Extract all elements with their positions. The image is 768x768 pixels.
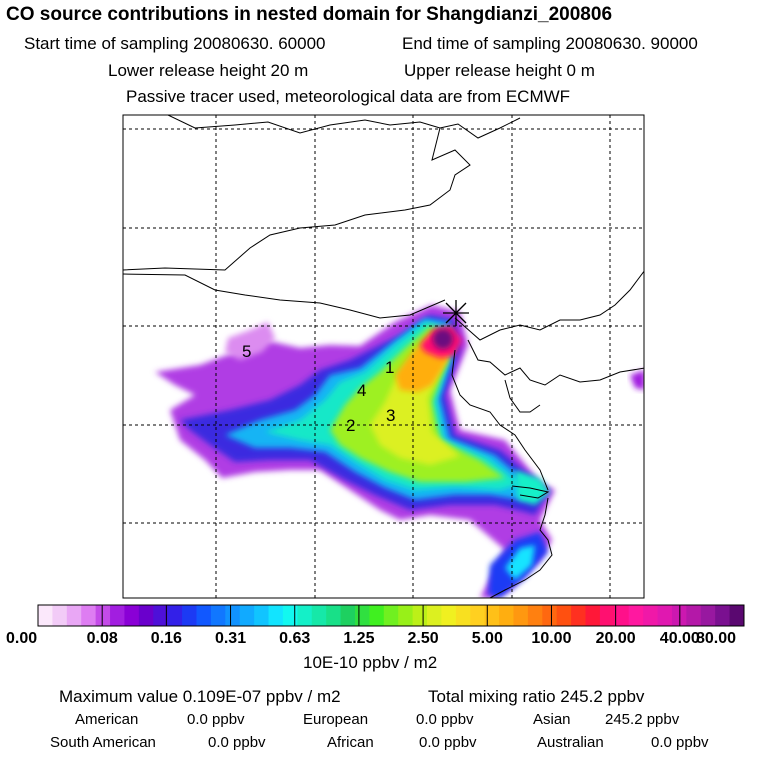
- colorbar-cell: [427, 605, 442, 626]
- colorbar-cell: [167, 605, 183, 626]
- colorbar-cell: [556, 605, 572, 626]
- colorbar-cell: [729, 605, 745, 626]
- colorbar-tick-label: 0.63: [279, 630, 311, 647]
- colorbar-cell: [254, 605, 270, 626]
- colorbar-cell: [383, 605, 399, 626]
- page-title: CO source contributions in nested domain…: [6, 4, 613, 25]
- asian-value: 245.2 ppbv: [605, 711, 680, 728]
- colorbar-cell: [628, 605, 644, 626]
- region-label-3: 3: [386, 406, 395, 425]
- colorbar-frame: [37, 604, 745, 627]
- colorbar-cell: [110, 605, 125, 626]
- colorbar-tick-label: 5.00: [471, 630, 503, 647]
- south-american-label: South American: [50, 734, 156, 751]
- colorbar: [37, 604, 745, 627]
- colorbar-cell: [441, 605, 457, 626]
- colorbar-cell: [398, 605, 414, 626]
- lower-release-label: Lower release height 20 m: [108, 61, 309, 80]
- colorbar-cell: [297, 605, 313, 626]
- american-label: American: [75, 711, 139, 728]
- colorbar-cell: [412, 605, 428, 626]
- grid-lines: [123, 115, 644, 598]
- colorbar-cell: [38, 605, 53, 626]
- max-value: Maximum value 0.109E-07 ppbv / m2: [59, 687, 341, 706]
- colorbar-cell: [542, 605, 558, 626]
- colorbar-cell: [571, 605, 587, 626]
- colorbar-cell: [657, 605, 673, 626]
- colorbar-cell: [326, 605, 342, 626]
- colorbar-tick-label: 2.50: [407, 630, 439, 647]
- colorbar-tick-label: 40.00: [659, 630, 700, 647]
- south-american-value: 0.0 ppbv: [208, 734, 266, 751]
- colorbar-tick-label: 10.00: [531, 630, 572, 647]
- colorbar-units: 10E-10 ppbv / m2: [303, 653, 438, 672]
- colorbar-cell: [585, 605, 601, 626]
- american-value: 0.0 ppbv: [187, 711, 245, 728]
- australian-value: 0.0 ppbv: [651, 734, 709, 751]
- colorbar-cell: [470, 605, 486, 626]
- plume-peak: [433, 329, 453, 349]
- coastlines: [123, 115, 644, 598]
- colorbar-cell: [225, 605, 241, 626]
- african-value: 0.0 ppbv: [419, 734, 477, 751]
- colorbar-cell: [715, 605, 731, 626]
- colorbar-cell: [499, 605, 514, 626]
- colorbar-cell: [354, 605, 370, 626]
- colorbar-cell: [138, 605, 154, 626]
- colorbar-cell: [599, 605, 615, 626]
- australian-label: Australian: [537, 734, 604, 751]
- colorbar-tick-label: 80.00: [696, 630, 737, 647]
- european-value: 0.0 ppbv: [416, 711, 474, 728]
- colorbar-cell: [52, 605, 68, 626]
- colorbar-cell: [455, 605, 471, 626]
- colorbar-cell: [81, 605, 97, 626]
- total-mixing-ratio: Total mixing ratio 245.2 ppbv: [428, 687, 645, 706]
- colorbar-cell: [124, 605, 140, 626]
- colorbar-tick-label: 0.16: [150, 630, 182, 647]
- colorbar-cell: [700, 605, 716, 626]
- colorbar-cell: [182, 605, 197, 626]
- start-time-label: Start time of sampling 20080630. 60000: [24, 34, 326, 53]
- map-frame: [122, 114, 645, 599]
- colorbar-tick-label: 0.08: [86, 630, 118, 647]
- colorbar-tick-label: 0.00: [6, 630, 38, 647]
- european-label: European: [303, 711, 369, 728]
- region-label-5: 5: [242, 342, 251, 361]
- colorbar-cell: [340, 605, 356, 626]
- tracer-label: Passive tracer used, meteorological data…: [126, 87, 571, 106]
- end-time-label: End time of sampling 20080630. 90000: [402, 34, 698, 53]
- colorbar-tick-label: 20.00: [595, 630, 636, 647]
- asian-label: Asian: [533, 711, 571, 728]
- colorbar-cell: [311, 605, 327, 626]
- african-label: African: [327, 734, 374, 751]
- plume-field: [155, 305, 644, 598]
- colorbar-cell: [268, 605, 284, 626]
- colorbar-cell: [686, 605, 702, 626]
- colorbar-tick-label: 1.25: [343, 630, 375, 647]
- region-label-4: 4: [357, 381, 366, 400]
- colorbar-tick-label: 0.31: [214, 630, 247, 647]
- upper-release-label: Upper release height 0 m: [404, 61, 595, 80]
- colorbar-cell: [66, 605, 82, 626]
- region-labels: 1 2 3 4 5: [242, 342, 395, 435]
- colorbar-cell: [282, 605, 298, 626]
- colorbar-cell: [614, 605, 630, 626]
- receptor-cross-icon: [443, 300, 469, 326]
- colorbar-cell: [196, 605, 212, 626]
- colorbar-cell: [513, 605, 529, 626]
- colorbar-cell: [239, 605, 255, 626]
- region-label-2: 2: [346, 416, 355, 435]
- colorbar-cell: [95, 605, 111, 626]
- colorbar-cell: [643, 605, 659, 626]
- colorbar-cell: [153, 605, 169, 626]
- colorbar-cell: [484, 605, 500, 626]
- colorbar-cell: [210, 605, 226, 626]
- region-label-1: 1: [385, 358, 394, 377]
- colorbar-cell: [527, 605, 543, 626]
- colorbar-cell: [369, 605, 385, 626]
